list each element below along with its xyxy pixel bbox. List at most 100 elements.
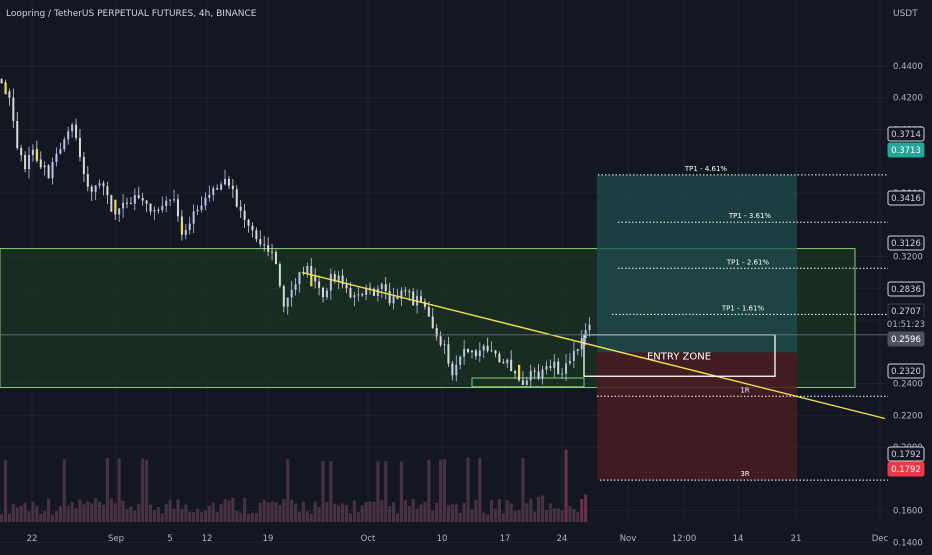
trendline (301, 271, 886, 420)
candle-body (231, 185, 234, 190)
candle-body (122, 202, 125, 209)
price-label-box (887, 235, 925, 251)
volume-bar (23, 502, 27, 522)
volume-bar (368, 501, 372, 522)
candle-body (24, 155, 27, 170)
candle-body (341, 275, 344, 285)
volume-bar (376, 461, 380, 522)
candle-body (420, 296, 423, 302)
price-label: 0.2596 (891, 335, 921, 345)
candle-body (404, 290, 407, 292)
candle-body (47, 165, 50, 179)
volume-bar (411, 499, 415, 522)
candle-body (82, 156, 85, 175)
volume-bar (145, 459, 149, 522)
candle-body (533, 370, 536, 372)
volume-bar (348, 513, 353, 522)
volume-bar (407, 505, 411, 522)
volume-bar (474, 499, 478, 522)
volume-bar (219, 503, 223, 522)
candle-body (43, 165, 46, 168)
candle-body (149, 203, 152, 212)
candle-body (90, 186, 93, 192)
candle-body (572, 351, 575, 361)
price-unit: USDT (893, 9, 918, 19)
highlight-candle (35, 148, 39, 161)
candle-body (306, 266, 309, 273)
x-tick-label: 14 (733, 534, 744, 544)
candle-body (67, 131, 70, 140)
candle-body (310, 266, 313, 277)
price-label-box (887, 461, 925, 477)
candle-body (216, 188, 219, 190)
candle-body (176, 199, 179, 217)
candle-body (0, 78, 3, 84)
candle-body (161, 206, 164, 211)
price-label-box (887, 190, 925, 206)
highlight-candle (4, 82, 7, 95)
volume-bar (501, 513, 505, 522)
volume-bar (584, 494, 588, 522)
candle-body (118, 208, 121, 215)
candle-body (451, 363, 454, 376)
volume-bar (203, 510, 207, 522)
volume-bar (344, 504, 349, 522)
volume-bar (117, 458, 121, 522)
volume-bar (529, 498, 533, 522)
volume-bar (388, 506, 392, 522)
price-label: 0.3416 (891, 194, 921, 204)
volume-bar (11, 504, 15, 522)
volume-bar (3, 459, 8, 522)
price-label-box (887, 363, 925, 379)
volume-bar (192, 512, 196, 522)
volume-bar (109, 498, 113, 522)
volume-bar (537, 496, 541, 522)
candle-body (271, 251, 274, 253)
level-label: TP1 - 1.61% (721, 304, 765, 312)
candle-body (369, 287, 372, 289)
volume-bar (352, 500, 356, 522)
volume-bar (403, 500, 407, 522)
candle-body (31, 149, 34, 156)
candle-body (114, 211, 117, 215)
price-label: 0.1792 (891, 465, 921, 475)
highlight-candle (518, 364, 521, 377)
y-tick-label: 0.1400 (893, 538, 923, 548)
candle-body (28, 155, 31, 170)
x-tick-label: Sep (108, 534, 124, 544)
volume-bar (419, 504, 423, 522)
candle-body (478, 350, 481, 357)
y-tick-label: 0.4400 (893, 62, 923, 72)
candle-body (439, 336, 442, 345)
volume-bar (290, 499, 294, 522)
volume-bar (270, 501, 274, 522)
volume-bar (521, 457, 525, 522)
price-label-box (887, 446, 925, 462)
volume-bar (211, 502, 215, 522)
volume-bar (125, 509, 129, 522)
candle-body (486, 345, 489, 351)
candle-body (314, 276, 317, 282)
candle-body (518, 373, 521, 381)
volume-bar (215, 511, 219, 522)
volume-bar (223, 498, 227, 522)
candle-body (200, 205, 203, 210)
candle-body (510, 359, 513, 372)
candle-body (59, 149, 62, 154)
volume-bar (235, 511, 239, 522)
candle-body (212, 188, 215, 195)
candle-body (86, 174, 89, 187)
x-tick-label: 10 (437, 534, 448, 544)
volume-bar (47, 498, 51, 522)
candle-body (192, 211, 195, 224)
volume-bar (152, 510, 157, 522)
volume-bar (50, 514, 55, 522)
volume-bar (74, 508, 78, 522)
candle-body (106, 186, 109, 196)
candle-body (282, 286, 285, 307)
volume-bar (556, 508, 560, 522)
x-tick-label: 5 (167, 534, 172, 544)
candle-body (463, 348, 466, 357)
volume-bar (199, 512, 204, 522)
